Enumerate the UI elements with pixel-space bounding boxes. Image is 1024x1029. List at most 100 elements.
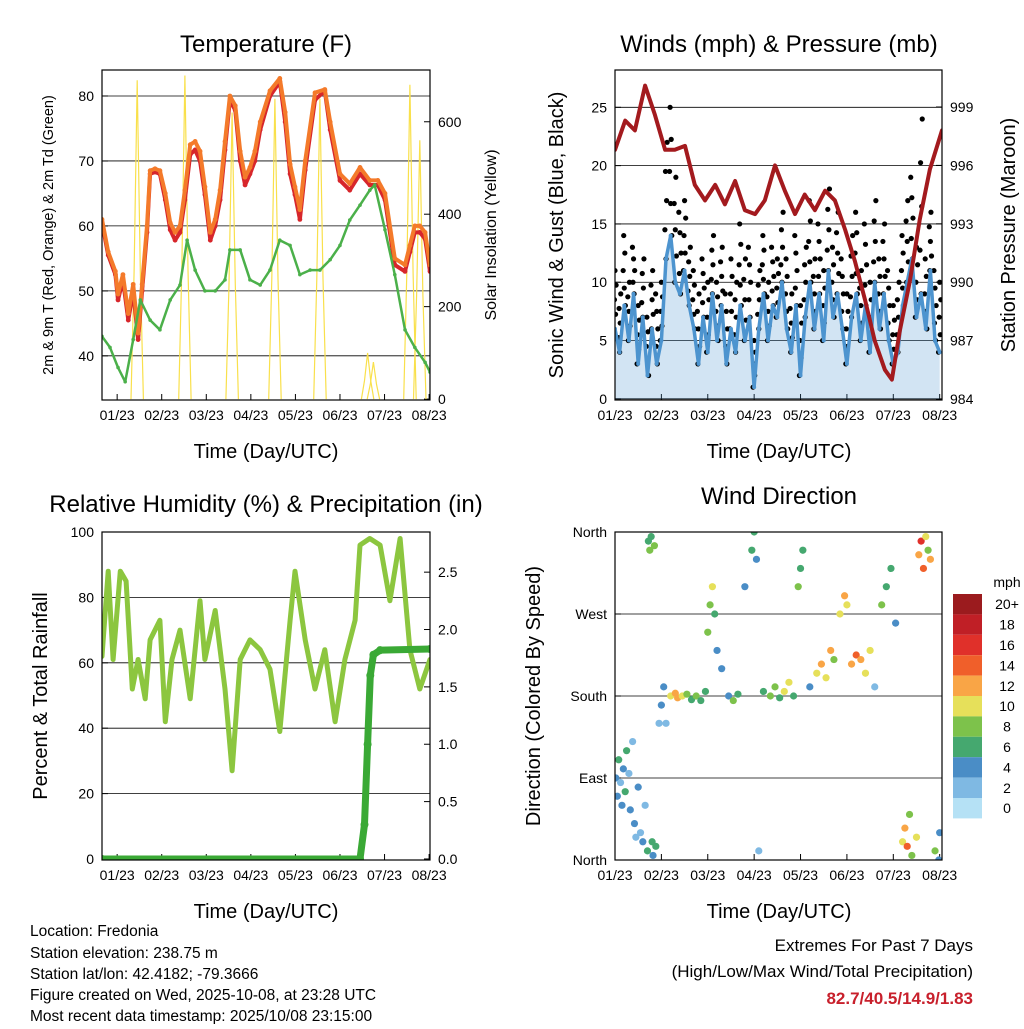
wind-direction-point xyxy=(936,829,942,837)
wind-direction-point xyxy=(615,756,623,764)
wind-direction-point xyxy=(766,692,774,700)
footer-created: Figure created on Wed, 2025-10-08, at 23… xyxy=(30,987,376,1004)
gust-point xyxy=(710,262,716,268)
wind-direction-point xyxy=(649,851,657,860)
humidity-ytick-right-label: 0.5 xyxy=(438,794,458,810)
gust-point xyxy=(644,314,650,320)
sonic-wind-point xyxy=(817,291,822,296)
series-t9m-point xyxy=(147,168,153,174)
wind-direction-point xyxy=(641,801,649,809)
sonic-wind-point xyxy=(886,338,891,343)
gust-point xyxy=(854,230,860,236)
gust-point xyxy=(783,256,789,262)
gust-point xyxy=(922,256,928,262)
gust-point xyxy=(705,279,711,285)
precipitation-point xyxy=(363,740,372,749)
wind-direction-point xyxy=(935,856,942,860)
solar-insolation-spike xyxy=(366,362,381,400)
sonic-wind-point xyxy=(784,326,789,331)
legend-label: 10 xyxy=(999,698,1015,714)
gust-point xyxy=(861,221,867,227)
humidity-xtick-label: 07/23 xyxy=(367,867,402,883)
series-td-point xyxy=(338,243,342,248)
series-t9m-point xyxy=(375,178,381,183)
series-td-point xyxy=(123,380,127,384)
gust-point xyxy=(710,232,717,239)
winds-ylabel-right: Station Pressure (Maroon) xyxy=(998,118,1020,353)
gust-point xyxy=(616,305,622,312)
gust-point xyxy=(891,317,898,323)
series-t9m-point xyxy=(297,207,303,213)
gust-point xyxy=(780,209,786,215)
gust-point xyxy=(696,291,702,297)
legend-label: 20+ xyxy=(995,596,1019,612)
sonic-wind-point xyxy=(645,373,650,378)
gust-point xyxy=(641,256,647,262)
gust-point xyxy=(630,279,636,285)
gust-point xyxy=(928,253,935,259)
wind-direction-point xyxy=(662,719,670,727)
wind-direction-point xyxy=(796,564,805,573)
series-t9m-point xyxy=(322,87,328,92)
legend-label: 8 xyxy=(1003,719,1011,735)
series-td-line xyxy=(102,183,430,384)
series-td-point xyxy=(403,328,407,332)
wind-direction-point xyxy=(622,747,631,755)
humidity-ytick-right-label: 1.0 xyxy=(438,736,458,752)
gust-point xyxy=(690,267,696,274)
wind-direction-point xyxy=(830,655,838,664)
gust-point xyxy=(681,198,688,204)
gust-point xyxy=(709,247,715,253)
sonic-wind-point xyxy=(914,315,919,320)
wind-direction-point xyxy=(924,546,932,554)
gust-point xyxy=(904,238,910,245)
wind-direction-point xyxy=(785,678,793,686)
legend-swatch xyxy=(953,696,982,717)
gust-point xyxy=(839,273,845,279)
sonic-wind-point xyxy=(719,303,724,308)
temperature-ytick-right-label: 400 xyxy=(438,206,462,222)
wind-direction-point xyxy=(878,601,886,609)
series-td-point xyxy=(308,268,312,272)
sonic-wind-point xyxy=(626,338,631,343)
wind-direction-point xyxy=(871,683,879,691)
legend-label: 16 xyxy=(999,637,1015,653)
gust-point xyxy=(807,218,813,224)
gust-point xyxy=(873,198,879,204)
wind-direction-point xyxy=(655,719,663,727)
series-t9m-point xyxy=(202,184,208,190)
wind-direction-point xyxy=(729,696,737,705)
wind-direction-point xyxy=(898,838,907,846)
sonic-wind-point xyxy=(691,326,696,331)
wind-direction-point xyxy=(915,551,923,559)
series-t9m-point xyxy=(187,142,193,148)
gust-point xyxy=(927,238,934,245)
gust-point xyxy=(825,206,831,212)
series-td-point xyxy=(268,268,272,272)
winds-ytick-right-label: 993 xyxy=(950,216,974,232)
gust-point xyxy=(632,267,638,274)
gust-point xyxy=(737,221,743,227)
wind-direction-point xyxy=(755,847,763,855)
gust-point xyxy=(719,244,725,250)
series-t9m-point xyxy=(162,191,168,196)
series-td-point xyxy=(328,257,332,262)
gust-point xyxy=(910,215,916,221)
wind-direction-point xyxy=(657,701,665,709)
series-t9m-point xyxy=(237,148,243,154)
humidity-ytick-label: 80 xyxy=(78,589,94,605)
winds-ytick-right-label: 996 xyxy=(950,157,974,173)
sonic-wind-point xyxy=(826,268,831,273)
winds-ytick-right-label: 990 xyxy=(950,274,974,290)
series-t9m-point xyxy=(125,311,131,317)
humidity-title: Relative Humidity (%) & Precipitation (i… xyxy=(49,491,482,518)
series-t9m-point xyxy=(172,230,178,235)
series-td-point xyxy=(185,238,189,242)
sonic-wind-point xyxy=(849,315,854,320)
gust-point xyxy=(618,291,624,297)
gust-point xyxy=(687,273,693,279)
series-td-point xyxy=(288,243,292,248)
wind-direction-point xyxy=(931,847,939,855)
wind-direction-point xyxy=(683,690,691,698)
gust-point xyxy=(890,332,896,338)
